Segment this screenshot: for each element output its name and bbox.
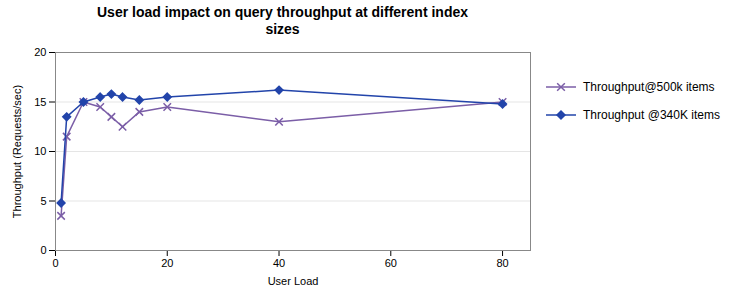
svg-text:0: 0 <box>40 244 46 256</box>
svg-text:20: 20 <box>161 257 173 269</box>
svg-text:5: 5 <box>40 195 46 207</box>
svg-text:10: 10 <box>34 145 46 157</box>
svg-text:20: 20 <box>34 46 46 58</box>
svg-text:60: 60 <box>385 257 397 269</box>
svg-text:0: 0 <box>52 257 58 269</box>
svg-text:User Load: User Load <box>268 275 319 287</box>
svg-text:Throughput (Requests/sec): Throughput (Requests/sec) <box>11 85 23 218</box>
html-text:User load impact on query thro: User load impact on query throughput at … <box>97 4 468 37</box>
html-text:Throughput @340K items: Throughput @340K items <box>583 108 720 122</box>
svg-text:40: 40 <box>273 257 285 269</box>
svg-text:80: 80 <box>496 257 508 269</box>
html-text:Throughput@500k items: Throughput@500k items <box>583 80 715 94</box>
svg-text:15: 15 <box>34 96 46 108</box>
